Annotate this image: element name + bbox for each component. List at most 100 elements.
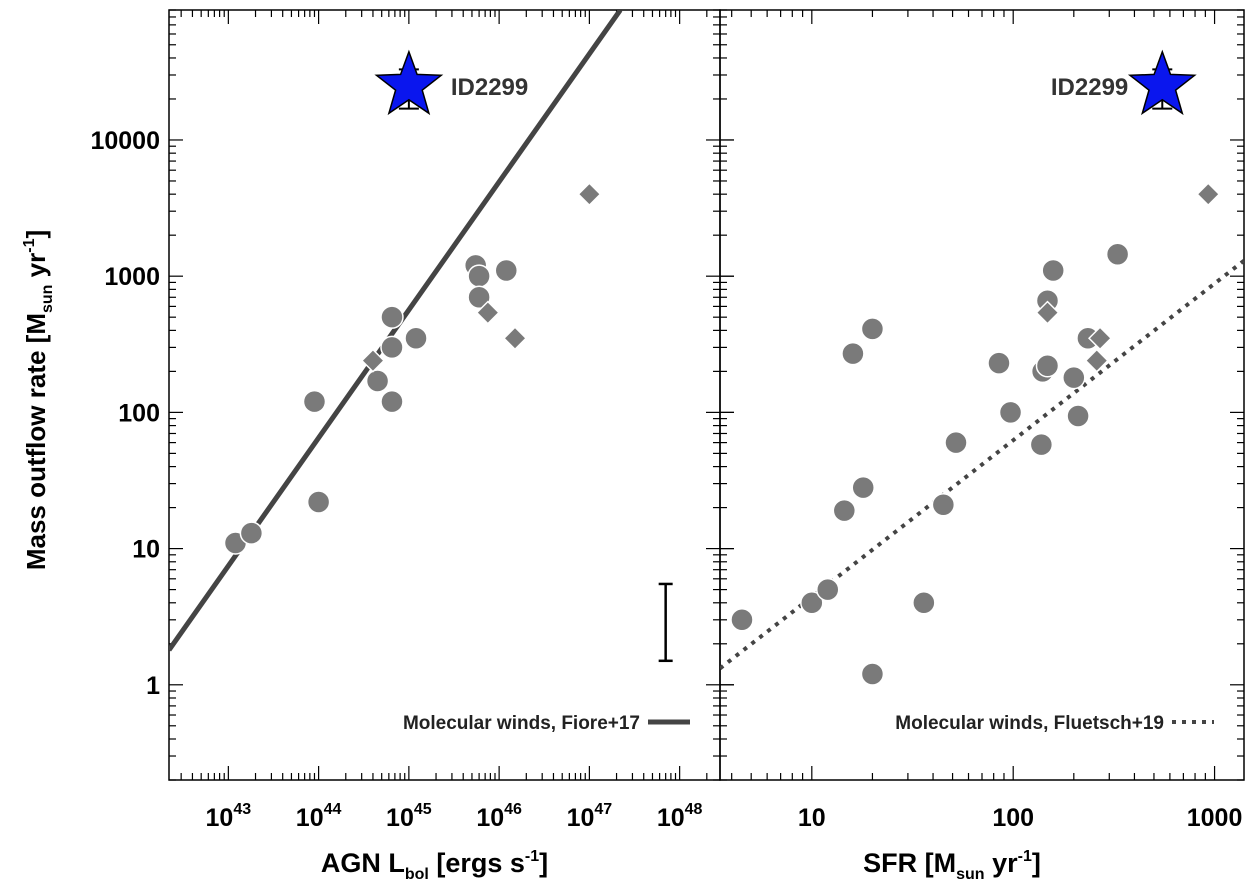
data-point-circle bbox=[860, 317, 885, 341]
y-axis-title: Mass outflow rate [Msun yr-1] bbox=[21, 230, 56, 570]
x-axis-title: SFR [Msun yr-1] bbox=[863, 848, 1041, 883]
y-axis-title-part: -1 bbox=[21, 238, 38, 252]
y-tick-label: 10000 bbox=[90, 127, 160, 155]
x-tick-exponent: 43 bbox=[233, 801, 251, 818]
data-point-circle bbox=[841, 341, 865, 366]
star-label: ID2299 bbox=[1051, 74, 1128, 101]
data-point-circle bbox=[1066, 404, 1090, 428]
data-point-circle bbox=[1035, 353, 1060, 378]
x-tick-base: 10 bbox=[476, 804, 504, 832]
right-x-tick-labels: 10 100 1000 bbox=[798, 804, 1242, 832]
data-point-circle bbox=[832, 498, 857, 523]
data-point-circle bbox=[467, 285, 491, 310]
x-tick-label: 1048 bbox=[657, 801, 703, 832]
x-axis-title-part: yr bbox=[985, 848, 1019, 878]
data-point-diamond bbox=[577, 182, 602, 207]
y-axis-tick-labels: 1 10 100 1000 10000 bbox=[90, 127, 160, 700]
data-point-diamond bbox=[1196, 182, 1221, 207]
left-x-ticks bbox=[169, 9, 720, 781]
x-axis-title: AGN Lbol [ergs s-1] bbox=[321, 848, 548, 883]
y-tick-label: 1000 bbox=[104, 263, 160, 291]
x-tick-base: 10 bbox=[296, 804, 324, 832]
typical-error-bar bbox=[658, 582, 673, 663]
x-tick-exponent: 48 bbox=[685, 801, 703, 818]
data-point-circle bbox=[239, 521, 264, 545]
data-point-circle bbox=[816, 577, 840, 602]
right-x-ticks bbox=[720, 9, 1244, 781]
y-tick-label: 100 bbox=[118, 399, 160, 427]
data-point-diamond bbox=[475, 300, 500, 325]
right-circles bbox=[730, 242, 1130, 686]
data-point-circle bbox=[467, 264, 491, 288]
right-legend: Molecular winds, Fluetsch+19 bbox=[895, 713, 1214, 734]
x-axis-title-part: ] bbox=[539, 848, 548, 878]
data-point-circle bbox=[851, 475, 875, 500]
x-tick-label: 1043 bbox=[206, 801, 252, 832]
data-point-circle bbox=[730, 608, 754, 632]
x-tick-label: 1044 bbox=[296, 801, 342, 832]
x-tick-exponent: 44 bbox=[324, 801, 342, 818]
left-frame bbox=[168, 9, 721, 781]
legend-label: Molecular winds, Fluetsch+19 bbox=[895, 713, 1164, 734]
x-tick-label: 1045 bbox=[386, 801, 432, 832]
data-point-circle bbox=[860, 662, 885, 686]
data-point-circle bbox=[302, 389, 327, 414]
data-point-circle bbox=[1029, 432, 1054, 457]
x-tick-label: 1046 bbox=[476, 801, 522, 832]
x-axis-title-part: AGN L bbox=[321, 848, 405, 878]
data-point-circle bbox=[1105, 242, 1130, 266]
data-point-circle bbox=[944, 430, 968, 455]
data-point-circle bbox=[800, 591, 824, 615]
data-point-circle bbox=[998, 400, 1023, 425]
x-axis-title-part: [ergs s bbox=[429, 848, 525, 878]
y-axis-title-part: yr bbox=[21, 253, 51, 285]
x-tick-exponent: 47 bbox=[594, 801, 612, 818]
x-tick-exponent: 46 bbox=[504, 801, 522, 818]
data-point-circle bbox=[380, 335, 404, 360]
left-legend: Molecular winds, Fiore+17 bbox=[403, 713, 690, 734]
data-point-circle bbox=[1062, 365, 1086, 390]
right-frame bbox=[719, 9, 1245, 781]
x-axis-title-part: sun bbox=[956, 866, 984, 883]
right-diamonds bbox=[1035, 182, 1221, 373]
x-tick-label: 10 bbox=[798, 804, 826, 832]
right-fit-line bbox=[720, 259, 1244, 670]
y-axis-title-part: sun bbox=[39, 285, 56, 313]
left-diamonds bbox=[360, 182, 602, 373]
data-point-diamond bbox=[1035, 300, 1060, 325]
x-tick-label: 1047 bbox=[567, 801, 613, 832]
data-point-circle bbox=[931, 492, 956, 517]
star-label: ID2299 bbox=[451, 74, 528, 101]
x-axis-title-part: SFR [M bbox=[863, 848, 956, 878]
right-star-group: ID2299 bbox=[1051, 49, 1197, 116]
data-point-circle bbox=[912, 591, 936, 615]
left-circles bbox=[223, 253, 519, 555]
data-point-circle bbox=[365, 369, 390, 393]
data-point-diamond bbox=[1084, 348, 1109, 373]
x-tick-base: 10 bbox=[657, 804, 685, 832]
data-point-circle bbox=[494, 258, 519, 283]
legend-label: Molecular winds, Fiore+17 bbox=[403, 713, 640, 734]
left-star-group: ID2299 bbox=[374, 49, 528, 116]
data-point-diamond bbox=[1087, 326, 1113, 351]
x-axis-title-part: ] bbox=[1032, 848, 1041, 878]
data-point-circle bbox=[987, 351, 1011, 375]
y-tick-label: 10 bbox=[132, 536, 160, 564]
data-point-circle bbox=[404, 326, 428, 351]
x-tick-label: 100 bbox=[992, 804, 1034, 832]
data-point-circle bbox=[380, 305, 404, 329]
left-x-tick-labels: 1043 1044 1045 1046 1047 1048 bbox=[206, 801, 703, 832]
data-point-diamond bbox=[502, 326, 528, 351]
x-tick-label: 1000 bbox=[1187, 804, 1243, 832]
data-point-circle bbox=[1041, 258, 1065, 283]
data-point-circle bbox=[380, 389, 404, 414]
x-tick-base: 10 bbox=[206, 804, 234, 832]
x-tick-base: 10 bbox=[386, 804, 414, 832]
x-tick-base: 10 bbox=[567, 804, 595, 832]
x-axis-title-part: bol bbox=[405, 866, 429, 883]
y-axis-title-part: Mass outflow rate [M bbox=[21, 313, 51, 570]
data-point-diamond bbox=[360, 348, 386, 373]
